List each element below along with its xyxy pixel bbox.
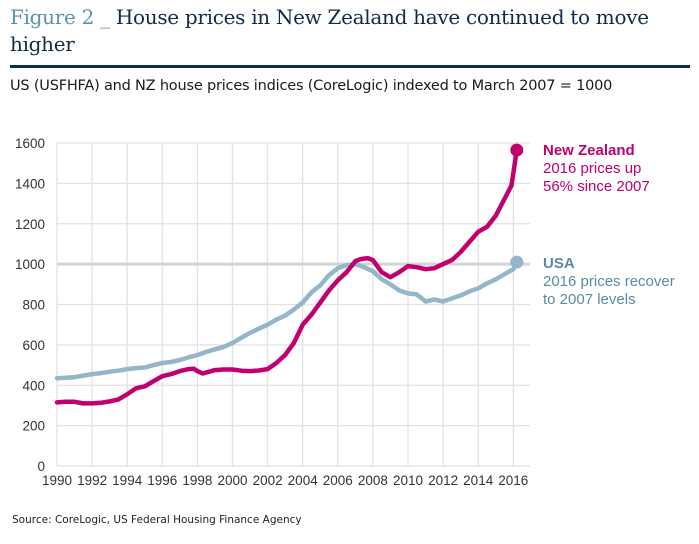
y-tick-label: 0 bbox=[37, 459, 45, 474]
chart-title: Figure 2 _ House prices in New Zealand h… bbox=[10, 4, 690, 58]
figure-label: Figure 2 _ bbox=[10, 5, 116, 29]
y-tick-label: 1200 bbox=[15, 217, 45, 232]
x-tick-label: 2002 bbox=[253, 473, 283, 488]
annotation-title-usa: USA bbox=[543, 255, 575, 272]
annotation-text-usa: 2016 prices recover bbox=[543, 273, 675, 290]
y-tick-label: 1000 bbox=[15, 257, 45, 272]
y-tick-label: 800 bbox=[22, 298, 45, 313]
x-tick-label: 2004 bbox=[288, 473, 319, 488]
series-line-nz bbox=[54, 147, 520, 406]
annotation-text-nz: 56% since 2007 bbox=[543, 178, 650, 195]
x-tick-label: 2014 bbox=[463, 473, 494, 488]
x-tick-label: 2008 bbox=[358, 473, 388, 488]
y-axis: 0 200 400 600 800 1000 1200 1400 1600 bbox=[15, 136, 45, 474]
series-lines bbox=[54, 143, 524, 406]
chart-subtitle: US (USFHFA) and NZ house prices indices … bbox=[10, 78, 613, 94]
x-tick-label: 1996 bbox=[147, 473, 177, 488]
x-tick-label: 2010 bbox=[393, 473, 423, 488]
y-tick-label: 200 bbox=[22, 419, 45, 434]
x-tick-label: 1998 bbox=[182, 473, 212, 488]
x-tick-label: 2012 bbox=[428, 473, 458, 488]
annotation-text-usa: to 2007 levels bbox=[543, 291, 636, 308]
y-tick-label: 400 bbox=[22, 378, 45, 393]
source-note: Source: CoreLogic, US Federal Housing Fi… bbox=[12, 514, 302, 526]
endpoint-marker-nz bbox=[510, 143, 524, 157]
y-tick-label: 1400 bbox=[15, 176, 45, 191]
x-tick-label: 2006 bbox=[323, 473, 353, 488]
x-tick-label: 1990 bbox=[42, 473, 72, 488]
y-tick-label: 1600 bbox=[15, 136, 45, 151]
x-tick-label: 1992 bbox=[77, 473, 107, 488]
series-line-usa bbox=[54, 259, 520, 381]
x-tick-label: 2000 bbox=[217, 473, 247, 488]
x-tick-label: 2016 bbox=[498, 473, 528, 488]
annotation-text-nz: 2016 prices up bbox=[543, 160, 641, 177]
figure-title: House prices in New Zealand have continu… bbox=[10, 5, 649, 56]
title-divider bbox=[10, 65, 690, 68]
grid bbox=[56, 142, 530, 467]
x-axis: 1990 1992 1994 1996 1998 2000 2002 2004 2006 2008… bbox=[42, 473, 528, 488]
x-tick-label: 1994 bbox=[112, 473, 143, 488]
endpoint-marker-usa bbox=[510, 255, 524, 269]
y-tick-label: 600 bbox=[22, 338, 45, 353]
annotation-title-nz: New Zealand bbox=[543, 142, 635, 159]
